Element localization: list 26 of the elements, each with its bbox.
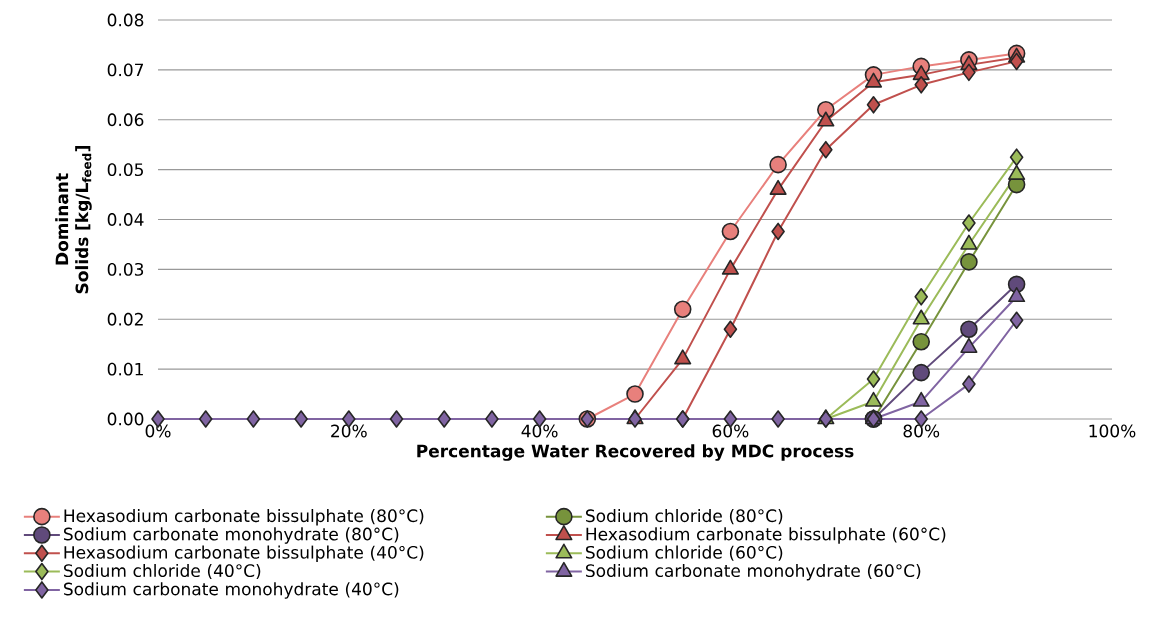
y-tick-label: 0.05 [107, 163, 143, 177]
y-tick-label: 0.00 [107, 412, 144, 426]
y-tick-label: 0.01 [107, 362, 143, 376]
legend-label: Sodium chloride (40°C) [63, 563, 261, 580]
legend-label: Sodium carbonate monohydrate (40°C) [63, 582, 399, 599]
legend-label: Sodium carbonate monohydrate (60°C) [585, 563, 921, 581]
legend-label: Hexasodium carbonate bissulphate (60°C) [586, 527, 946, 544]
y-axis-title: Dominant Solids [kg/L$_{feed}$] [55, 146, 92, 294]
y-tick-label: 0.06 [107, 113, 144, 127]
legend-label: Sodium carbonate monohydrate (80°C) [63, 527, 399, 544]
x-tick-label: 60% [712, 424, 749, 438]
x-tick-label: 80% [903, 424, 940, 438]
y-tick-label: 0.08 [107, 13, 144, 27]
legend-label: Hexasodium carbonate bissulphate (80°C) [64, 508, 424, 526]
y-tick-label: 0.03 [107, 262, 144, 276]
legend-label: Sodium chloride (80°C) [585, 508, 783, 525]
legend-label: Sodium chloride (60°C) [585, 545, 783, 561]
legend-label: Hexasodium carbonate bissulphate (40°C) [64, 545, 424, 563]
x-tick-label: 40% [521, 424, 558, 438]
y-tick-label: 0.04 [107, 213, 144, 226]
y-tick-label: 0.02 [107, 312, 143, 326]
x-axis-title: Percentage Water Recovered by MDC process [417, 444, 854, 461]
x-tick-label: 0% [145, 424, 171, 438]
x-tick-label: 20% [331, 424, 367, 438]
y-tick-label: 0.07 [107, 63, 144, 77]
x-tick-label: 100% [1089, 424, 1136, 438]
